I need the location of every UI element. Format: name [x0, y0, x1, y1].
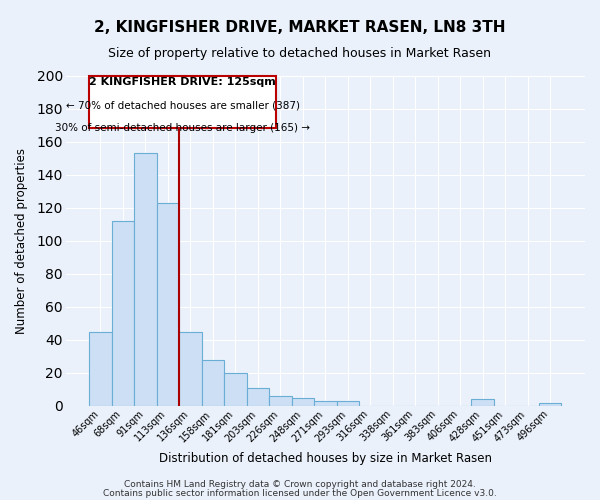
- Text: ← 70% of detached houses are smaller (387): ← 70% of detached houses are smaller (38…: [65, 100, 299, 110]
- Bar: [269, 396, 292, 406]
- FancyBboxPatch shape: [89, 76, 276, 128]
- Bar: [539, 402, 562, 406]
- Bar: [112, 221, 134, 406]
- Y-axis label: Number of detached properties: Number of detached properties: [15, 148, 28, 334]
- Bar: [292, 398, 314, 406]
- Bar: [337, 401, 359, 406]
- Text: Contains HM Land Registry data © Crown copyright and database right 2024.: Contains HM Land Registry data © Crown c…: [124, 480, 476, 489]
- Bar: [247, 388, 269, 406]
- X-axis label: Distribution of detached houses by size in Market Rasen: Distribution of detached houses by size …: [159, 452, 492, 465]
- Bar: [89, 332, 112, 406]
- Text: 30% of semi-detached houses are larger (165) →: 30% of semi-detached houses are larger (…: [55, 124, 310, 134]
- Bar: [314, 401, 337, 406]
- Text: 2 KINGFISHER DRIVE: 125sqm: 2 KINGFISHER DRIVE: 125sqm: [89, 77, 276, 87]
- Text: 2, KINGFISHER DRIVE, MARKET RASEN, LN8 3TH: 2, KINGFISHER DRIVE, MARKET RASEN, LN8 3…: [94, 20, 506, 35]
- Text: Size of property relative to detached houses in Market Rasen: Size of property relative to detached ho…: [109, 48, 491, 60]
- Bar: [202, 360, 224, 406]
- Bar: [179, 332, 202, 406]
- Bar: [472, 400, 494, 406]
- Bar: [134, 153, 157, 406]
- Text: Contains public sector information licensed under the Open Government Licence v3: Contains public sector information licen…: [103, 488, 497, 498]
- Bar: [224, 373, 247, 406]
- Bar: [157, 202, 179, 406]
